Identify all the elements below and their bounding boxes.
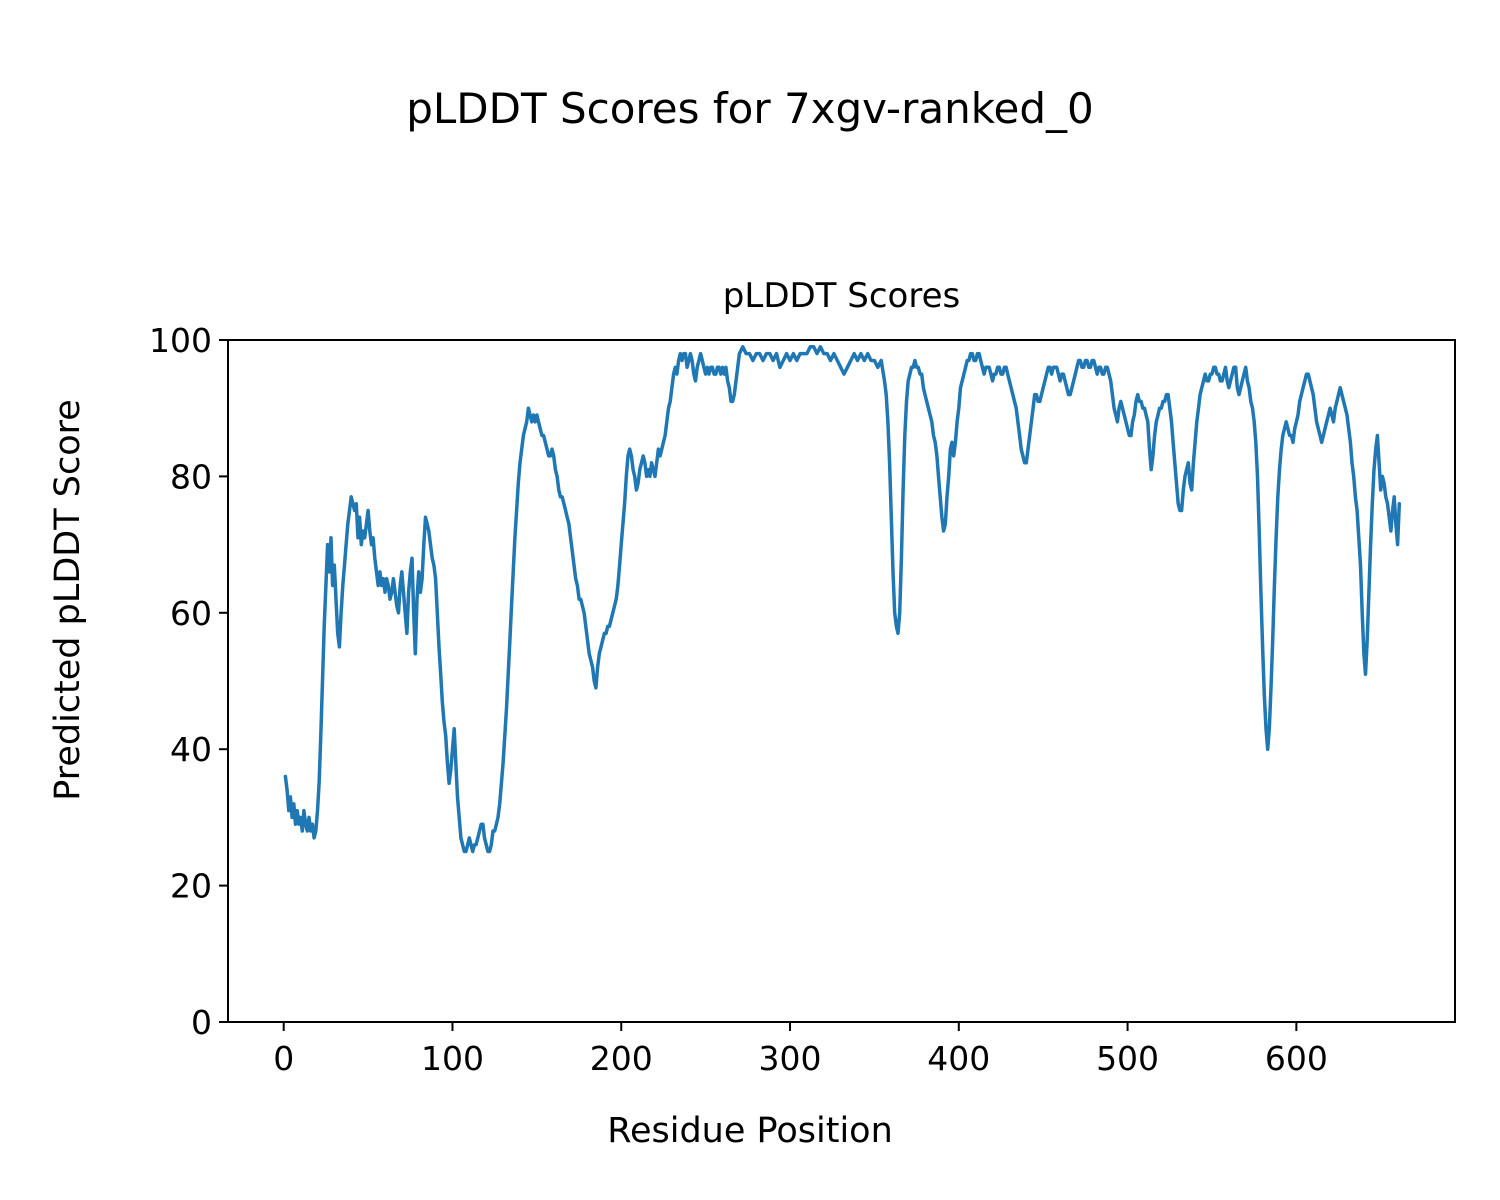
x-axis-label: Residue Position — [607, 1111, 893, 1151]
y-tick-label: 20 — [170, 867, 212, 906]
axes-title: pLDDT Scores — [722, 276, 961, 316]
x-tick-label: 600 — [1265, 1039, 1328, 1078]
y-axis-ticks: 0 20 40 60 80 100 — [149, 321, 228, 1042]
x-tick-label: 300 — [759, 1039, 822, 1078]
plddt-score-line — [283, 345, 1402, 854]
x-tick-label: 100 — [421, 1039, 484, 1078]
x-tick-label: 0 — [273, 1039, 294, 1078]
x-axis-ticks: 0 100 200 300 400 500 600 — [273, 1022, 1328, 1078]
x-tick-label: 400 — [927, 1039, 990, 1078]
plot-border — [227, 339, 1456, 1023]
y-tick-label: 40 — [170, 730, 212, 769]
y-tick-label: 80 — [170, 457, 212, 496]
x-tick-label: 200 — [590, 1039, 653, 1078]
y-tick-label: 100 — [149, 321, 212, 360]
y-tick-label: 0 — [191, 1003, 212, 1042]
figure-suptitle: pLDDT Scores for 7xgv-ranked_0 — [406, 84, 1094, 133]
x-tick-label: 500 — [1096, 1039, 1159, 1078]
y-tick-label: 60 — [170, 594, 212, 633]
